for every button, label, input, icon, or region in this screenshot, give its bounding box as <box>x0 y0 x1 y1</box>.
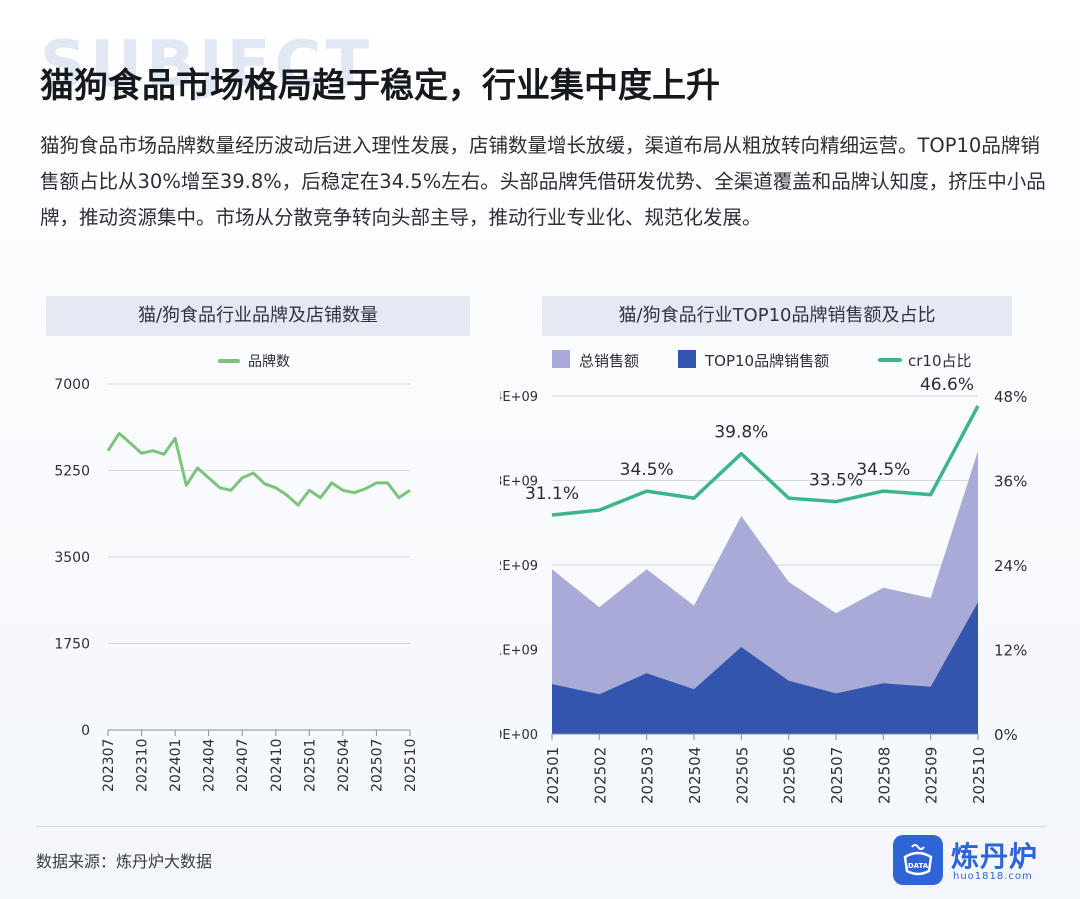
brand-logo: DATA 炼丹炉 huo1818.com <box>893 835 1053 885</box>
y-left-tick-label: 2E+09 <box>500 559 538 574</box>
cr10-data-label: 34.5% <box>856 460 910 480</box>
y-tick-label: 7000 <box>54 377 90 393</box>
legend-item: cr10占比 <box>878 352 972 370</box>
y-left-tick-label: 1E+09 <box>500 644 538 659</box>
legend-swatch-icon <box>552 350 570 368</box>
x-tick-label: 202502 <box>591 747 609 804</box>
x-tick-label: 202506 <box>781 747 799 804</box>
y-left-tick-label: 3E+09 <box>500 475 538 490</box>
x-tick-label: 202507 <box>369 739 385 792</box>
y-tick-label: 3500 <box>54 550 90 566</box>
y-right-tick-label: 48% <box>994 388 1027 406</box>
legend-item: 总销售额 <box>552 350 639 370</box>
legend-swatch-icon <box>678 350 696 368</box>
x-tick-label: 202407 <box>235 739 251 792</box>
x-tick-label: 202501 <box>544 747 562 804</box>
legend-label: cr10占比 <box>908 352 972 370</box>
y-tick-label: 5250 <box>54 464 90 480</box>
legend-label: 品牌数 <box>248 353 290 370</box>
x-tick-label: 202310 <box>135 739 151 792</box>
x-tick-label: 202504 <box>686 747 704 804</box>
x-tick-label: 202510 <box>403 739 419 792</box>
x-tick-label: 202410 <box>269 739 285 792</box>
logo-pot-icon: DATA <box>903 844 933 876</box>
data-source-note: 数据来源：炼丹炉大数据 <box>36 852 213 871</box>
cr10-data-label: 34.5% <box>620 460 674 480</box>
logo-url: huo1818.com <box>953 871 1033 882</box>
legend-item: TOP10品牌销售额 <box>678 350 829 370</box>
x-tick-label: 202505 <box>733 747 751 804</box>
logo-name: 炼丹炉 <box>951 840 1039 873</box>
x-tick-label: 202307 <box>101 739 117 792</box>
logo-badge: DATA <box>893 835 943 885</box>
y-right-tick-label: 24% <box>994 557 1027 575</box>
x-tick-label: 202510 <box>970 747 988 804</box>
total-sales-area <box>552 450 978 734</box>
y-tick-label: 1750 <box>54 637 90 653</box>
y-right-tick-label: 36% <box>994 473 1027 491</box>
y-left-tick-label: 0E+00 <box>500 728 538 743</box>
legend-brand-count: 品牌数 <box>218 353 290 370</box>
intro-paragraph: 猫狗食品市场品牌数量经历波动后进入理性发展，店铺数量增长放缓，渠道布局从粗放转向… <box>40 134 1046 229</box>
y-tick-label: 0 <box>81 723 90 739</box>
y-right-tick-label: 0% <box>994 726 1018 744</box>
x-tick-label: 202501 <box>302 739 318 792</box>
cr10-data-label: 33.5% <box>809 471 863 491</box>
cr10-data-label: 39.8% <box>714 423 768 443</box>
x-tick-label: 202509 <box>923 747 941 804</box>
legend-label: 总销售额 <box>579 352 639 370</box>
x-tick-label: 202504 <box>336 738 352 792</box>
left-chart-title: 猫/狗食品行业品牌及店铺数量 <box>46 296 470 336</box>
brand-count-line <box>106 431 411 507</box>
right-chart-title: 猫/狗食品行业TOP10品牌销售额及占比 <box>542 296 1012 336</box>
x-tick-label: 202507 <box>828 747 846 804</box>
top10-sales-area <box>552 602 978 734</box>
x-tick-label: 202503 <box>639 747 657 804</box>
cr10-data-label: 46.6% <box>920 375 974 395</box>
footer-divider <box>36 826 1046 827</box>
y-left-tick-label: 4E+09 <box>500 390 538 405</box>
x-tick-label: 202401 <box>168 739 184 792</box>
x-tick-label: 202404 <box>202 738 218 792</box>
logo-badge-text: DATA <box>908 862 929 870</box>
page-title: 猫狗食品市场格局趋于稳定，行业集中度上升 <box>40 66 720 106</box>
cr10-line <box>551 405 980 517</box>
cr10-data-label: 31.1% <box>525 484 579 504</box>
sales-area-chart: 0E+00 1E+09 2E+09 3E+09 4E+09 0% 12% 24% 36% 48% 总… <box>500 350 1027 804</box>
legend-label: TOP10品牌销售额 <box>704 352 829 370</box>
background-watermark-word: SUBJECT <box>40 28 373 102</box>
y-right-tick-label: 12% <box>994 642 1027 660</box>
brand-count-line-chart: 0 1750 3500 5250 7000 品牌数 202307 202310 202401 20… <box>54 353 419 792</box>
x-tick-label: 202508 <box>875 747 893 804</box>
